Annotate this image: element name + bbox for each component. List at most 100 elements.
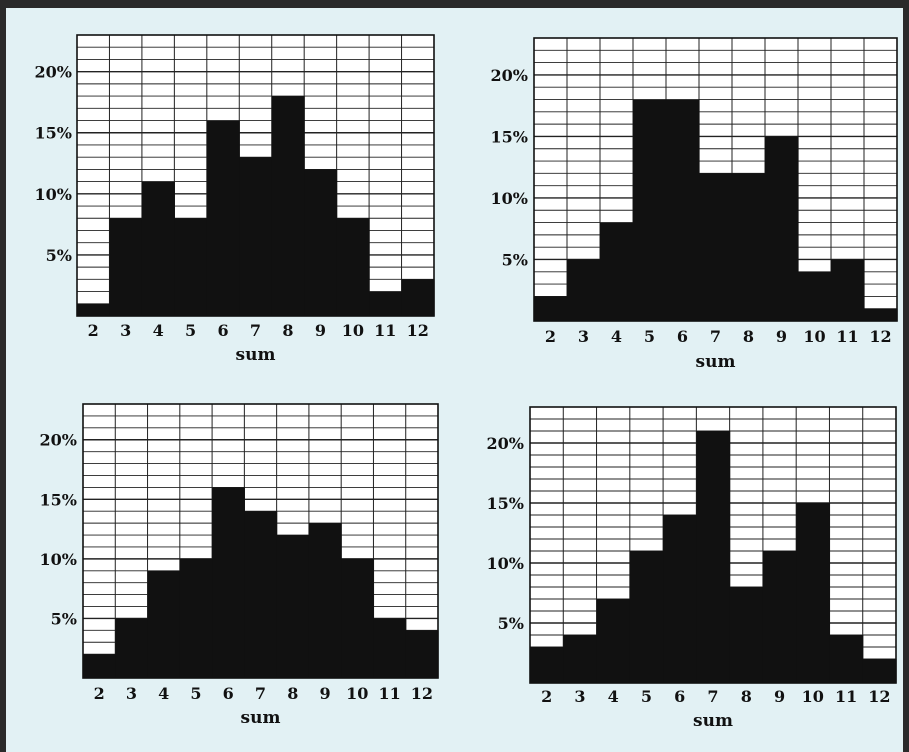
x-tick-label: 6 [217,321,228,340]
bar-sum-6 [212,487,245,678]
x-tick-label: 8 [287,684,298,703]
bar-sum-2 [530,647,564,683]
bar-sum-4 [147,570,181,678]
bar-sum-6 [206,120,240,317]
bar-sum-4 [141,181,175,316]
bar-sum-3 [567,259,601,321]
bar-sum-11 [831,259,865,321]
x-tick-label: 9 [774,687,785,706]
x-tick-label: 4 [153,321,164,340]
bar-sum-3 [109,218,143,316]
bar-sum-3 [563,635,598,683]
x-tick-label: 11 [378,684,400,703]
bar-sum-9 [304,169,338,316]
bar-sum-8 [276,535,310,678]
bar-sum-12 [862,659,897,683]
x-tick-label: 12 [869,327,891,346]
bar-sum-2 [534,296,568,321]
bar-sum-10 [341,558,375,678]
bar-sum-8 [732,173,766,321]
x-axis-label: sum [241,708,281,728]
x-tick-label: 7 [255,684,266,703]
bar-sum-10 [336,218,370,316]
x-tick-label: 12 [407,321,429,340]
bar-sum-4 [600,222,634,321]
x-tick-label: 4 [158,684,169,703]
y-tick-label: 20% [35,63,72,82]
x-tick-label: 12 [868,687,890,706]
x-tick-label: 5 [641,687,652,706]
x-tick-label: 3 [126,684,137,703]
bar-sum-5 [629,551,664,683]
x-tick-label: 2 [88,321,99,340]
plot-border [76,34,435,317]
bar-sum-12 [401,279,435,316]
y-tick-label: 5% [502,250,528,269]
y-tick-label: 15% [491,127,528,146]
bar-sum-11 [373,618,407,678]
histogram-panel-1: 5% 10% 15% 20% 2 3 4 5 6 7 8 9 10 11 12 sum [35,34,435,365]
x-tick-label: 2 [545,327,556,346]
x-tick-label: 10 [342,321,364,340]
bar-sum-6 [663,515,697,683]
bar-sum-6 [666,99,700,322]
bar-sum-12 [864,308,898,321]
plot-border [533,37,898,322]
histogram-panel-2: 5% 10% 15% 20% 2 3 4 5 6 7 8 9 10 11 12 sum [491,37,898,372]
x-tick-label: 2 [94,684,105,703]
x-tick-label: 9 [319,684,330,703]
x-tick-label: 11 [836,327,858,346]
x-tick-label: 12 [411,684,433,703]
x-tick-label: 3 [120,321,131,340]
x-tick-label: 5 [185,321,196,340]
bar-sum-7 [239,157,273,316]
bar-sum-7 [696,431,731,683]
x-tick-label: 10 [803,327,825,346]
y-tick-label: 5% [498,614,524,633]
bar-sum-8 [271,96,305,316]
x-tick-label: 8 [743,327,754,346]
histogram-panel-3: 5% 10% 15% 20% 2 3 4 5 6 7 8 9 10 11 12 sum [40,403,439,728]
y-tick-label: 10% [487,554,524,573]
x-tick-label: 6 [674,687,685,706]
y-tick-label: 15% [35,124,72,143]
x-axis-label: sum [693,711,733,731]
bar-sum-5 [633,99,667,322]
x-tick-label: 7 [707,687,718,706]
bar-sum-2 [83,654,116,678]
x-tick-label: 2 [541,687,552,706]
bar-sum-11 [369,291,403,316]
bar-sum-11 [829,635,864,683]
x-tick-label: 5 [644,327,655,346]
bar-sum-4 [596,599,631,683]
bar-sum-2 [77,303,111,316]
bar-sum-5 [179,558,213,678]
bar-sum-10 [796,503,831,683]
x-tick-label: 9 [776,327,787,346]
x-axis-label: sum [236,345,276,365]
x-tick-label: 5 [190,684,201,703]
x-tick-label: 4 [611,327,622,346]
y-tick-label: 20% [487,434,524,453]
y-tick-label: 10% [35,185,72,204]
x-tick-label: 11 [835,687,857,706]
plot-border [82,403,439,679]
x-tick-label: 10 [802,687,824,706]
bar-sum-10 [798,271,832,321]
y-tick-label: 15% [487,494,524,513]
x-tick-label: 3 [578,327,589,346]
x-tick-label: 7 [250,321,261,340]
x-tick-label: 10 [346,684,368,703]
bar-sum-3 [115,618,149,678]
bar-sum-5 [174,218,208,316]
y-tick-label: 10% [491,189,528,208]
x-axis-label: sum [696,352,736,372]
y-tick-label: 10% [40,550,77,569]
bar-sum-9 [308,523,342,678]
x-tick-label: 7 [710,327,721,346]
y-tick-label: 15% [40,490,77,509]
x-tick-label: 8 [741,687,752,706]
x-tick-label: 11 [374,321,396,340]
bar-sum-12 [405,630,439,678]
